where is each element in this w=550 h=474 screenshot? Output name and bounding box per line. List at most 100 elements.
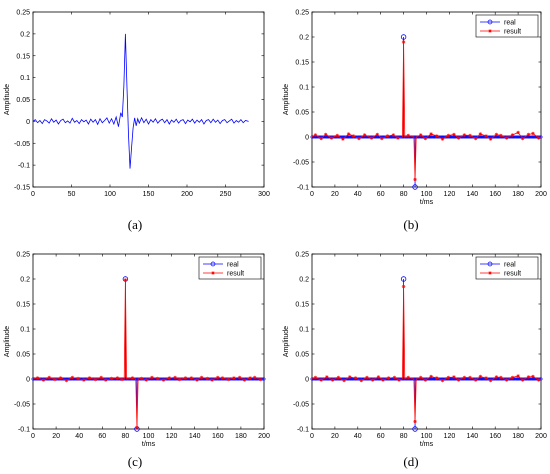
real-point — [343, 135, 347, 139]
result-point — [64, 378, 69, 383]
result-point — [319, 378, 323, 382]
result-point — [70, 375, 75, 380]
x-tick-label: 300 — [258, 191, 270, 198]
real-point — [516, 135, 520, 139]
result-point — [325, 375, 329, 379]
real-point — [497, 377, 501, 381]
result-point — [177, 377, 182, 382]
real-point — [477, 135, 481, 139]
result-point — [319, 136, 323, 141]
result-point — [346, 132, 351, 136]
y-tick-label: 0.05 — [16, 97, 30, 104]
x-tick-label: 40 — [354, 191, 362, 198]
x-tick-label: 80 — [122, 433, 130, 440]
y-tick-label: 0.25 — [16, 10, 30, 17]
result-point — [488, 137, 493, 141]
result-point — [342, 378, 346, 383]
real-point — [528, 377, 532, 381]
result-point — [478, 374, 483, 379]
legend-marker-real — [210, 261, 216, 267]
real-point — [517, 377, 521, 381]
real-point — [532, 135, 536, 139]
result-point — [357, 136, 361, 141]
result-point — [531, 374, 535, 379]
real-point — [421, 135, 425, 139]
x-tick-label: 80 — [400, 191, 408, 198]
y-tick-label: -0.05 — [14, 402, 30, 409]
x-tick-label: 100 — [104, 191, 116, 198]
result-spike-marker — [123, 278, 128, 282]
y-tick-label: 0.2 — [20, 31, 30, 38]
real-point — [321, 135, 326, 139]
result-point — [220, 376, 225, 380]
x-tick-label: 200 — [535, 191, 547, 198]
result-point — [115, 376, 120, 380]
x-tick-label: 120 — [444, 433, 456, 440]
result-point — [41, 378, 46, 382]
x-tick-label: 0 — [310, 433, 314, 440]
result-point — [82, 378, 86, 382]
result-point — [330, 378, 335, 382]
result-point — [499, 133, 503, 138]
legend-label-result: result — [504, 271, 521, 278]
result-point — [353, 376, 358, 380]
result-point — [329, 136, 334, 140]
result-point — [336, 375, 341, 380]
result-point — [520, 136, 525, 141]
legend: real result — [475, 256, 539, 280]
chart-panel-2: 0 20 40 60 80 100 120 140 160 180 200 -0.1 -0.05 0 0.0… — [4, 252, 270, 470]
result-point — [161, 378, 166, 382]
result-point — [376, 375, 381, 379]
x-tick-label: 150 — [143, 191, 155, 198]
legend-marker-result — [211, 271, 215, 275]
y-tick-label: 0 — [26, 377, 30, 384]
result-point — [516, 130, 520, 135]
result-point — [468, 133, 472, 138]
real-point — [491, 135, 495, 139]
result-point — [252, 375, 257, 380]
x-tick-label: 200 — [181, 191, 193, 198]
result-point — [205, 376, 210, 381]
real-point — [529, 377, 533, 381]
result-point — [370, 378, 375, 382]
y-tick-label: 0.05 — [295, 352, 309, 359]
result-point — [418, 133, 423, 137]
x-axis-label: t/ms — [420, 441, 434, 448]
x-tick-label: 180 — [512, 433, 524, 440]
real-point — [112, 377, 116, 381]
y-tick-label: 0.15 — [295, 60, 309, 67]
x-tick-label: 60 — [98, 433, 106, 440]
real-point — [514, 377, 518, 381]
result-point — [323, 132, 328, 137]
result-point — [423, 378, 428, 382]
x-tick-label: 0 — [310, 191, 314, 198]
result-point — [536, 378, 541, 382]
result-point — [144, 378, 148, 382]
result-point — [237, 375, 242, 380]
panel-caption: (c) — [128, 454, 142, 469]
result-point — [150, 375, 154, 380]
plot-area — [311, 11, 542, 188]
result-point — [435, 134, 439, 138]
x-tick-label: 50 — [68, 191, 76, 198]
legend: real result — [198, 256, 262, 280]
y-tick-label: 0 — [26, 119, 30, 126]
real-point — [428, 135, 432, 139]
legend: real result — [475, 14, 539, 38]
x-tick-label: 20 — [331, 191, 339, 198]
result-point — [365, 375, 369, 380]
real-spike-marker — [412, 184, 418, 190]
result-point — [130, 376, 135, 380]
result-point — [392, 375, 397, 380]
result-point — [520, 378, 525, 382]
real-point — [511, 135, 516, 139]
result-point — [99, 375, 103, 380]
result-point — [440, 137, 445, 141]
result-point — [526, 132, 531, 137]
x-tick-label: 100 — [143, 433, 155, 440]
real-point — [378, 135, 382, 139]
result-point — [406, 375, 410, 380]
real-point — [344, 377, 348, 381]
panel-caption: (a) — [128, 217, 142, 232]
